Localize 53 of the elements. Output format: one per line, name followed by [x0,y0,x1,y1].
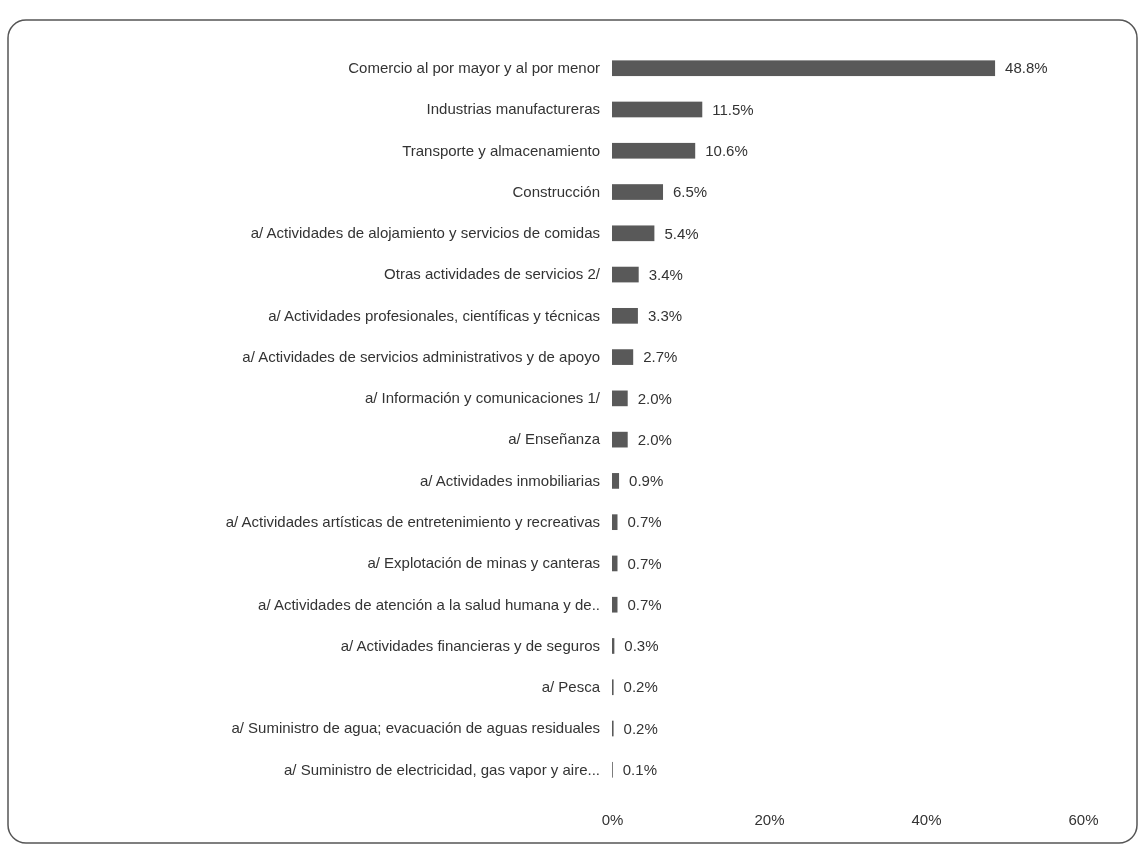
y-tick-label: Otras actividades de servicios 2/ [384,265,601,283]
bar [612,184,664,200]
data-label: 5.4% [664,224,699,242]
y-tick-label: a/ Suministro de agua; evacuación de aguas residuales [231,719,600,737]
data-label: 0.2% [623,719,658,737]
bar [612,101,703,118]
y-tick-label: a/ Pesca [541,678,601,696]
y-tick-label: Transporte y almacenamiento [402,141,600,159]
y-tick-label: a/ Suministro de electricidad, gas vapor y aire... [284,760,600,778]
y-tick-label: a/ Actividades artísticas de entretenimiento y recreativas [225,512,600,530]
y-tick-label: a/ Actividades inmobiliarias [419,471,600,489]
bar [612,596,618,613]
data-label: 3.4% [648,265,683,283]
y-tick-label: Comercio al por mayor y al por menor [348,59,600,77]
y-tick-label: a/ Enseñanza [508,430,601,448]
data-label: 0.7% [627,595,662,613]
bar [612,225,655,242]
y-tick-label: a/ Actividades de alojamiento y servicios de comidas [250,224,600,242]
bar [612,514,618,531]
bar [612,431,628,448]
x-tick-label: 0% [601,810,624,828]
y-tick-label: a/ Actividades de atención a la salud humana y de.. [258,595,600,613]
bar [612,60,996,77]
data-label: 0.3% [624,637,659,655]
bar [612,307,638,324]
data-label: 2.0% [637,430,672,448]
data-label: 0.7% [627,513,662,531]
data-label: 0.1% [622,761,657,779]
y-tick-label: a/ Actividades financieras y de seguros [340,636,600,654]
data-label: 48.8% [1005,59,1048,77]
y-tick-label: a/ Actividades de servicios administrativos y de apoyo [242,347,600,365]
y-tick-label: Construcción [512,182,600,200]
data-label: 3.3% [647,307,683,325]
bar [612,266,639,283]
y-tick-label: a/ Explotación de minas y canteras [367,554,600,572]
y-tick-label: a/ Información y comunicaciones 1/ [364,389,601,407]
bar [612,142,696,159]
data-label: 0.2% [623,678,658,696]
data-label: 6.5% [673,183,708,201]
x-tick-label: 60% [1068,810,1099,828]
data-label: 0.7% [627,554,662,572]
data-label: 0.9% [629,472,664,490]
x-tick-label: 20% [754,810,785,828]
data-label: 11.5% [712,100,754,118]
data-label: 2.7% [643,348,678,366]
data-label: 10.6% [705,142,748,160]
y-tick-label: Industrias manufactureras [426,100,600,118]
y-tick-label: a/ Actividades profesionales, científicas y técnicas [268,306,600,324]
bar [612,349,634,365]
bar [612,473,620,489]
x-tick-label: 40% [911,810,942,828]
data-label: 2.0% [637,389,672,407]
bar [612,390,628,407]
